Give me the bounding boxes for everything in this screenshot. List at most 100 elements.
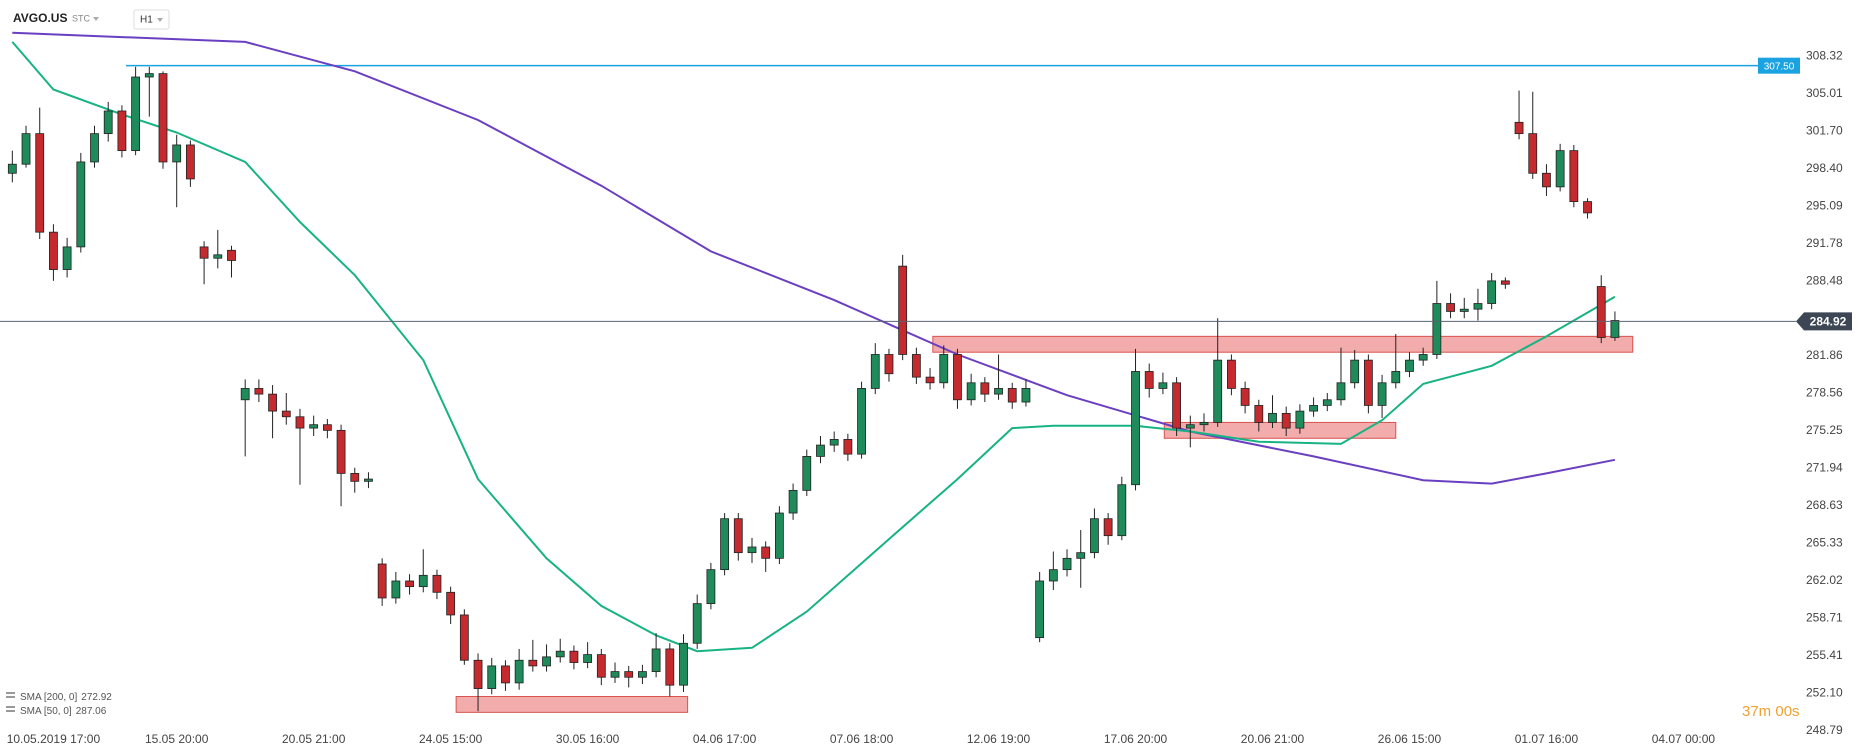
y-tick-label: 248.79 (1806, 723, 1843, 737)
candle-body (583, 654, 593, 663)
candle-body (1213, 359, 1223, 423)
y-tick-label: 255.41 (1806, 648, 1843, 662)
candle-body (1500, 280, 1510, 285)
candle-body (1473, 303, 1483, 310)
candle-body (1268, 412, 1277, 423)
x-tick-label: 10.05.2019 17:00 (7, 732, 101, 746)
candle-body (569, 650, 579, 663)
candle-body (446, 591, 456, 616)
interval[interactable]: H1 (140, 15, 153, 26)
candle-body (1144, 371, 1154, 389)
candle-body (1172, 382, 1182, 429)
candle-body (1459, 308, 1469, 312)
candle-body (679, 642, 688, 686)
legend-entry: SMA [50, 0] 287.06 (20, 706, 107, 717)
candle-body (761, 546, 771, 559)
candle-body (377, 563, 387, 599)
candle-body (1377, 382, 1387, 406)
candle-body (90, 133, 99, 163)
candle-body (21, 133, 31, 165)
y-tick-label: 288.48 (1806, 273, 1843, 287)
candle-body (1336, 382, 1346, 401)
candle-body (1295, 410, 1305, 429)
candle-body (185, 144, 195, 180)
candle-body (76, 161, 86, 248)
candle-body (1405, 359, 1414, 372)
candle-body (199, 246, 209, 259)
candle-body (158, 73, 168, 163)
candle-body (624, 671, 634, 678)
candle-body (1007, 388, 1017, 403)
y-tick-label: 271.94 (1806, 461, 1843, 475)
candle-body (49, 231, 58, 270)
candle-body (514, 659, 524, 684)
candle-body (213, 254, 223, 259)
candle-body (281, 410, 291, 418)
candle-body (172, 144, 182, 163)
legend-value: 272.92 (81, 692, 112, 703)
x-tick-label: 20.05 21:00 (282, 732, 346, 746)
candle-body (1021, 388, 1031, 403)
x-tick-label: 12.06 19:00 (967, 732, 1031, 746)
candle-body (528, 659, 538, 667)
candle-body (720, 518, 729, 571)
candle-body (1185, 424, 1195, 429)
candle-body (1048, 569, 1058, 582)
y-tick-label: 262.02 (1806, 573, 1843, 587)
candle-body (268, 393, 277, 412)
candle-body (953, 354, 962, 401)
candle-body (555, 650, 565, 658)
level-label: 307.50 (1764, 61, 1795, 72)
market[interactable]: STC (72, 13, 91, 23)
y-tick-label: 305.01 (1806, 86, 1843, 100)
x-tick-label: 26.06 15:00 (1378, 732, 1442, 746)
candle-body (980, 382, 990, 395)
candle-body (1514, 121, 1524, 135)
y-tick-label: 252.10 (1806, 685, 1843, 699)
candle-body (7, 163, 17, 174)
market-dropdown[interactable] (93, 17, 99, 21)
candle-body (802, 456, 812, 491)
candle-body (898, 265, 908, 355)
candle-body (925, 376, 935, 384)
candle-body (1487, 280, 1497, 304)
candle-body (1363, 359, 1373, 406)
candle-body (665, 648, 675, 686)
interval-dropdown[interactable] (157, 18, 163, 22)
sma-line (11, 41, 1616, 653)
x-tick-label: 07.06 18:00 (830, 732, 894, 746)
candle-body (843, 439, 853, 455)
last-price-label: 284.92 (1810, 315, 1847, 329)
y-tick-label: 281.86 (1806, 348, 1843, 362)
legend-icons (6, 692, 15, 712)
candle-body (1583, 201, 1592, 214)
candle-body (911, 354, 921, 378)
candle-body (1254, 405, 1264, 423)
candle-body (1446, 303, 1455, 312)
candle-body (1542, 172, 1551, 188)
interval-box[interactable] (133, 9, 170, 30)
candle-body (1309, 405, 1318, 412)
candle-body (1227, 359, 1236, 389)
candle-body (1350, 359, 1360, 384)
candle-body (1199, 422, 1209, 426)
candle-body (309, 424, 319, 429)
zone (455, 695, 689, 713)
candle-body (459, 614, 469, 661)
candle-body (62, 246, 72, 270)
candle-body (692, 603, 702, 644)
x-tick-label: 17.06 20:00 (1104, 732, 1168, 746)
y-tick-label: 258.71 (1806, 610, 1843, 624)
x-tick-label: 30.05 16:00 (556, 732, 620, 746)
symbol: AVGO.US (13, 11, 67, 25)
candle-body (501, 665, 510, 684)
candle-body (596, 654, 606, 678)
candle-body (1090, 518, 1099, 554)
candle-body (870, 354, 880, 389)
candle-body (473, 659, 483, 689)
level-label-box (1758, 57, 1800, 74)
candle-body (816, 444, 825, 457)
candle-body (1281, 412, 1291, 429)
legend-name: SMA [200, 0] (20, 692, 77, 703)
